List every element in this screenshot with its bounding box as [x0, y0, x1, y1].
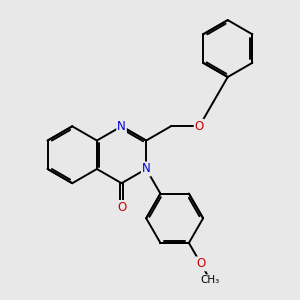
Text: O: O — [196, 257, 206, 270]
Text: N: N — [142, 163, 151, 176]
Text: N: N — [117, 120, 126, 133]
Text: O: O — [117, 201, 126, 214]
Text: CH₃: CH₃ — [201, 275, 220, 285]
Text: O: O — [195, 120, 204, 133]
